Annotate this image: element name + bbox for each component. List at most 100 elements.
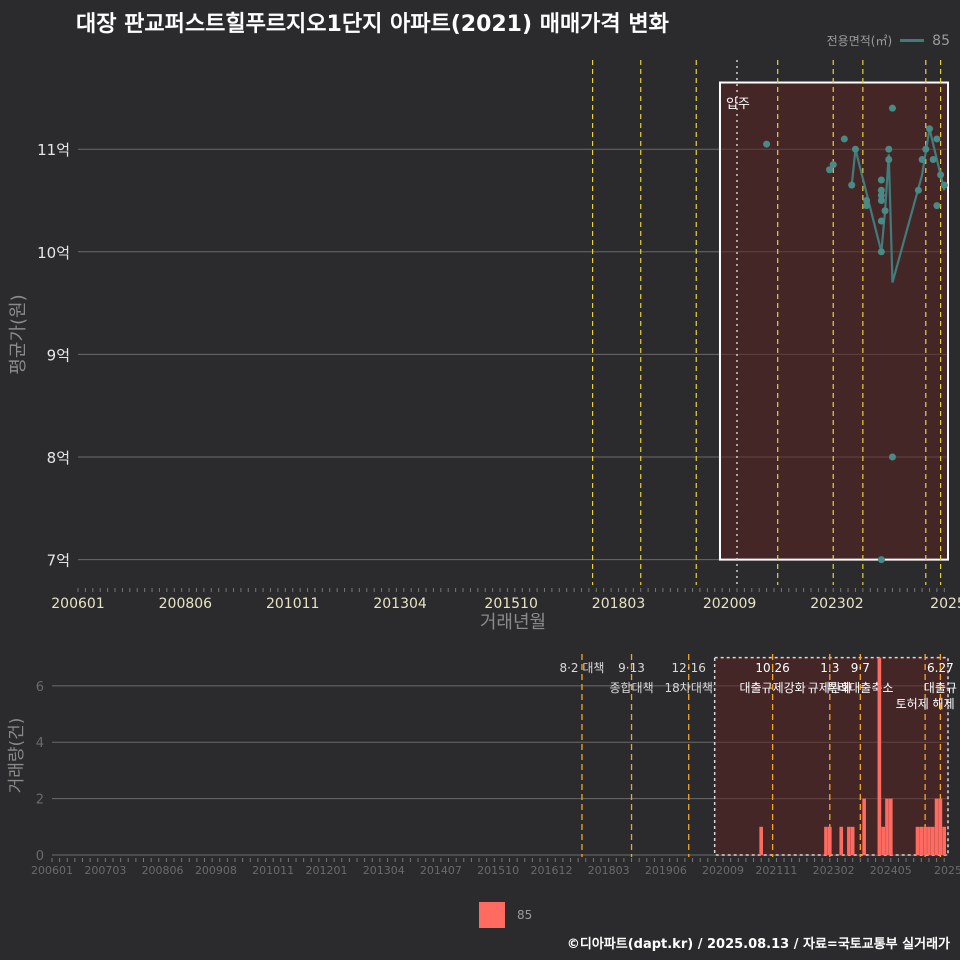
price-point — [940, 181, 948, 189]
chart-title: 대장 판교퍼스트힐푸르지오1단지 아파트(2021) 매매가격 변화 — [76, 12, 669, 37]
price-point — [929, 155, 937, 163]
volume-bar — [888, 798, 893, 855]
occupancy-highlight-box — [718, 81, 949, 561]
x-tick-label: 2025 — [934, 864, 960, 877]
policy-label: 규제완화 — [808, 681, 852, 695]
y-tick-label: 0 — [36, 849, 44, 864]
price-point — [922, 145, 930, 153]
policy-label: 토허제 해제 — [896, 697, 955, 711]
x-tick-label: 201612 — [530, 864, 572, 877]
price-point — [863, 202, 871, 210]
price-point — [840, 135, 848, 143]
x-tick-label: 202405 — [870, 864, 912, 877]
price-point — [877, 197, 885, 205]
policy-label: 6.27 — [927, 661, 954, 675]
price-point — [933, 202, 941, 210]
x-tick-label: 200806 — [159, 596, 213, 612]
source-footer: ©디아파트(dapt.kr) / 2025.08.13 / 자료=국토교통부 실… — [566, 937, 950, 952]
x-tick-label: 201304 — [373, 596, 427, 612]
policy-label: 종합대책 — [609, 680, 653, 695]
price-point — [763, 140, 771, 148]
volume-bar — [927, 826, 931, 855]
x-tick-label: 201304 — [363, 864, 405, 877]
x-tick-label: 200601 — [31, 864, 73, 877]
policy-label: 9·7 — [851, 661, 870, 675]
x-tick-label: 200908 — [195, 864, 237, 877]
volume-bar — [923, 826, 927, 855]
x-tick-label: 202009 — [702, 864, 744, 877]
x-tick-label: 2025 — [930, 596, 960, 612]
x-tick-label: 201011 — [252, 864, 294, 877]
x-tick-label: 200806 — [142, 864, 184, 877]
volume-bar — [862, 798, 866, 855]
price-point — [877, 217, 885, 225]
y-tick-label: 8억 — [47, 449, 70, 467]
price-point — [888, 453, 896, 461]
legend-bottom: 85 — [479, 902, 532, 928]
y-tick-label: 6 — [36, 680, 44, 695]
y-tick-label: 7억 — [47, 552, 70, 570]
price-point — [888, 104, 896, 112]
y-axis-title: 평균가(원) — [8, 294, 29, 374]
policy-label: 특례대출축소 — [827, 681, 893, 695]
volume-bar — [885, 798, 889, 855]
x-tick-label: 201510 — [484, 596, 537, 612]
volume-bar — [877, 657, 882, 855]
price-point — [826, 166, 834, 174]
y-tick-label: 10억 — [37, 244, 70, 262]
x-tick-label: 201803 — [592, 596, 645, 612]
legend-series-label: 85 — [932, 32, 950, 49]
price-point — [863, 197, 871, 205]
policy-label: 대출규제강화 — [739, 681, 805, 695]
price-point — [877, 176, 885, 184]
price-point — [885, 145, 893, 153]
x-tick-label: 201407 — [420, 864, 462, 877]
policy-label: 18차대책 — [665, 680, 713, 695]
legend-title: 전용면적(㎡) — [826, 34, 893, 48]
legend-top: 전용면적(㎡) 85 — [827, 32, 950, 49]
y-tick-label: 4 — [36, 736, 44, 751]
legend-line-swatch — [900, 39, 925, 42]
volume-bar — [850, 826, 855, 855]
price-point — [877, 556, 885, 564]
price-point — [914, 186, 922, 194]
price-point — [877, 186, 885, 194]
volume-bar — [919, 826, 924, 855]
policy-label: 대출규 — [924, 681, 957, 695]
x-tick-label: 201011 — [266, 596, 319, 612]
x-tick-label: 200703 — [84, 864, 126, 877]
price-point — [937, 171, 945, 179]
volume-bar — [759, 826, 763, 855]
x-tick-label: 201906 — [645, 864, 687, 877]
x-axis-title: 거래년월 — [480, 612, 546, 633]
y-tick-label: 9억 — [47, 346, 70, 364]
volume-bar — [934, 798, 939, 855]
y-tick-label: 11억 — [37, 141, 70, 159]
y-axis-title: 거래량(건) — [7, 718, 27, 794]
x-tick-label: 201803 — [588, 864, 630, 877]
policy-label: 10.26 — [755, 661, 789, 675]
volume-bar — [847, 826, 851, 855]
volume-bar — [915, 826, 920, 855]
legend-bar-swatch — [479, 902, 505, 928]
x-tick-label: 201510 — [477, 864, 519, 877]
price-point — [877, 248, 885, 256]
volume-bar — [824, 826, 828, 855]
volume-bar — [839, 826, 844, 855]
legend-bar-label: 85 — [517, 908, 533, 922]
y-tick-label: 2 — [36, 793, 44, 808]
x-tick-label: 202302 — [810, 596, 863, 612]
x-tick-label: 202009 — [703, 596, 756, 612]
x-tick-label: 202111 — [755, 864, 797, 877]
x-tick-label: 200601 — [51, 596, 104, 612]
price-point — [918, 155, 926, 163]
occupancy-highlight-box — [713, 656, 949, 856]
price-point — [933, 135, 941, 143]
price-point — [881, 207, 889, 215]
price-point — [885, 155, 893, 163]
volume-bar — [938, 798, 943, 855]
x-tick-label: 201201 — [306, 864, 348, 877]
volume-bar — [827, 826, 832, 855]
policy-label: 9·13 — [618, 661, 645, 675]
